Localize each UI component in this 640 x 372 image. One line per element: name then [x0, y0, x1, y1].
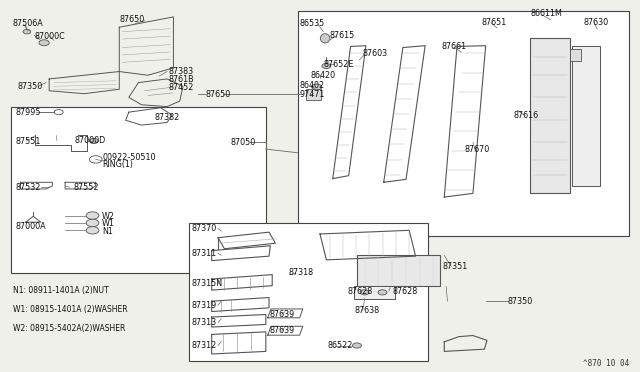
Text: 87382: 87382 [154, 113, 180, 122]
Bar [354, 286, 395, 299]
Text: W2: 08915-5402A(2)WASHER: W2: 08915-5402A(2)WASHER [13, 324, 125, 333]
Text: 87319: 87319 [191, 301, 216, 310]
Bar [189, 223, 428, 361]
Text: N1: 08911-1401A (2)NUT: N1: 08911-1401A (2)NUT [13, 286, 109, 295]
Text: 86535: 86535 [300, 19, 325, 28]
Text: 86522: 86522 [327, 341, 353, 350]
Text: 97471: 97471 [300, 90, 325, 99]
Text: 87311: 87311 [191, 249, 216, 258]
Text: 8761B: 8761B [168, 75, 194, 84]
Text: 87661: 87661 [441, 42, 466, 51]
Text: 87452: 87452 [168, 83, 194, 92]
Text: 87639: 87639 [269, 326, 294, 335]
Text: 87050: 87050 [231, 138, 256, 147]
Text: 87628: 87628 [393, 287, 418, 296]
Text: 87552: 87552 [74, 183, 99, 192]
Text: 87628: 87628 [348, 287, 372, 296]
Text: W1: W1 [102, 219, 115, 228]
Text: RING(1): RING(1) [102, 160, 133, 169]
Text: 87312: 87312 [191, 341, 216, 350]
Text: 87313: 87313 [191, 318, 216, 327]
Bar [357, 256, 440, 286]
Text: 87650: 87650 [205, 90, 230, 99]
Text: W1: 08915-1401A (2)WASHER: W1: 08915-1401A (2)WASHER [13, 305, 127, 314]
Text: 87532: 87532 [15, 183, 41, 192]
Text: N1: N1 [102, 227, 113, 235]
Circle shape [378, 290, 387, 295]
Circle shape [322, 63, 331, 68]
Text: 87318: 87318 [288, 268, 313, 277]
Text: 87615: 87615 [330, 31, 355, 40]
Circle shape [353, 343, 362, 348]
Bar [570, 49, 581, 61]
Text: 86420: 86420 [310, 71, 335, 80]
Text: 87506A: 87506A [13, 19, 44, 28]
Text: 87651: 87651 [482, 17, 507, 26]
Text: 87652E: 87652E [324, 60, 354, 69]
Circle shape [86, 212, 99, 219]
Text: 87350: 87350 [508, 297, 533, 306]
Text: 87630: 87630 [583, 17, 608, 26]
Text: W2: W2 [102, 212, 115, 221]
Text: 87000C: 87000C [35, 32, 65, 41]
Text: 87650: 87650 [119, 15, 145, 24]
Text: 87383: 87383 [168, 67, 193, 76]
Circle shape [23, 29, 31, 34]
Circle shape [360, 290, 369, 295]
Text: 87370: 87370 [191, 224, 216, 233]
Circle shape [312, 84, 322, 90]
Text: 87616: 87616 [514, 110, 539, 120]
Ellipse shape [320, 34, 330, 43]
Bar [531, 38, 570, 193]
Bar [11, 107, 266, 273]
Text: 87638: 87638 [355, 306, 380, 315]
Bar [572, 46, 600, 186]
Circle shape [39, 40, 49, 46]
Text: 86611M: 86611M [531, 9, 562, 19]
Text: 86402: 86402 [300, 81, 324, 90]
Text: 87000A: 87000A [15, 222, 46, 231]
Text: 87639: 87639 [269, 310, 294, 319]
Circle shape [86, 219, 99, 227]
Text: 87351: 87351 [442, 262, 468, 271]
Bar [298, 11, 629, 236]
Text: 87350: 87350 [17, 82, 43, 91]
Text: 87603: 87603 [362, 49, 387, 58]
Text: ^870 10 04: ^870 10 04 [583, 359, 629, 368]
Text: 87000D: 87000D [75, 137, 106, 145]
Bar [306, 89, 321, 100]
Text: 00922-50510: 00922-50510 [102, 153, 156, 162]
Text: 87995: 87995 [15, 108, 41, 118]
Circle shape [90, 138, 99, 144]
Text: 87670: 87670 [464, 145, 489, 154]
Text: 87551: 87551 [15, 137, 41, 146]
Text: 87315N: 87315N [191, 279, 223, 288]
Circle shape [86, 227, 99, 234]
